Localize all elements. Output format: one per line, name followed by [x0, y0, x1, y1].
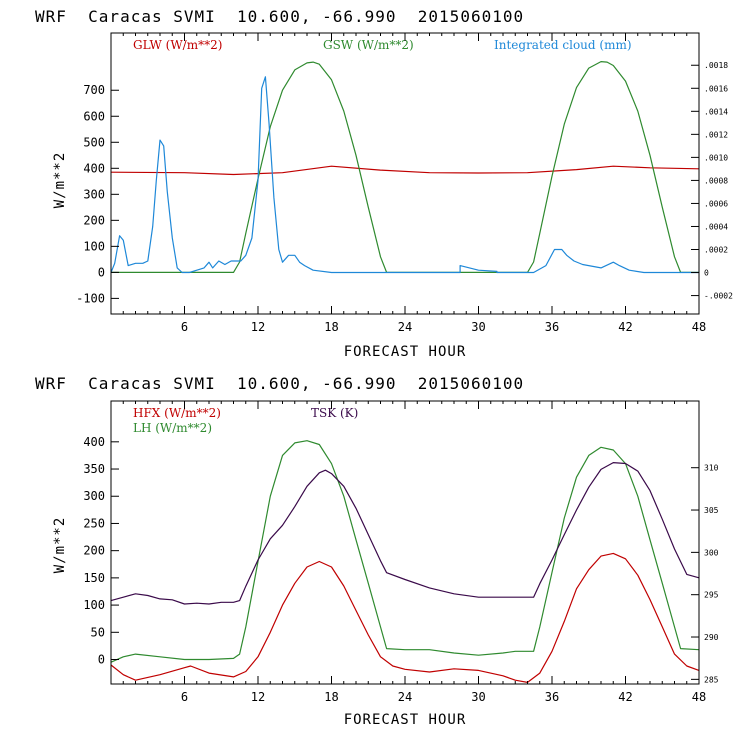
y-tick-label: 600	[83, 109, 105, 123]
series-line-0	[110, 165, 700, 176]
chart-surface-fluxes: WRF Caracas SVMI 10.600, -66.990 2015060…	[35, 374, 719, 728]
y-tick-label: 0	[98, 653, 105, 667]
right-tick-label: .0018	[704, 61, 728, 70]
right-tick-label: 0	[704, 269, 709, 278]
x-tick-label: 42	[618, 690, 632, 704]
series-line-0	[110, 552, 700, 684]
right-tick-label: .0008	[704, 176, 728, 185]
right-tick-label: .0016	[704, 84, 728, 93]
x-tick-label: 36	[545, 320, 559, 334]
y-tick-label: 200	[83, 544, 105, 558]
legend-hfx: HFX (W/m**2)	[133, 406, 221, 420]
chart-title: WRF Caracas SVMI 10.600, -66.990 2015060…	[35, 7, 524, 26]
right-tick-label: .0004	[704, 222, 728, 231]
x-tick-label: 12	[251, 690, 265, 704]
legend-integrated-cloud: Integrated cloud (mm)	[494, 38, 632, 52]
legend-glw: GLW (W/m**2)	[133, 38, 222, 52]
right-tick-label: -.0002	[704, 292, 733, 301]
series-line-2	[110, 462, 700, 605]
x-tick-label: 36	[545, 690, 559, 704]
y-tick-label: 0	[98, 265, 105, 279]
x-tick-label: 18	[324, 690, 338, 704]
x-tick-label: 6	[181, 320, 188, 334]
x-axis-label: FORECAST HOUR	[344, 712, 467, 728]
chart-title: WRF Caracas SVMI 10.600, -66.990 2015060…	[35, 374, 524, 393]
legend-gsw: GSW (W/m**2)	[323, 38, 414, 52]
right-tick-label: 305	[704, 506, 719, 515]
x-tick-label: 24	[398, 690, 412, 704]
y-tick-label: 100	[83, 598, 105, 612]
plot-frame	[110, 400, 700, 685]
right-tick-label: 285	[704, 675, 719, 684]
right-tick-label: 310	[704, 464, 719, 473]
y-tick-label: 50	[91, 625, 105, 639]
y-axis-label: W/m**2	[52, 152, 68, 209]
right-tick-label: 300	[704, 548, 719, 557]
y-tick-label: 400	[83, 161, 105, 175]
y-tick-label: 300	[83, 187, 105, 201]
right-tick-label: .0014	[704, 107, 728, 116]
x-tick-label: 24	[398, 320, 412, 334]
right-tick-label: 295	[704, 591, 719, 600]
x-tick-label: 42	[618, 320, 632, 334]
x-tick-label: 6	[181, 690, 188, 704]
right-tick-label: .0006	[704, 199, 728, 208]
y-tick-label: 200	[83, 213, 105, 227]
y-tick-label: -100	[76, 291, 105, 305]
right-tick-label: .0010	[704, 153, 728, 162]
y-tick-label: 400	[83, 435, 105, 449]
y-tick-label: 150	[83, 571, 105, 585]
series-line-1	[110, 440, 700, 663]
series-line-2	[110, 76, 699, 274]
y-tick-label: 300	[83, 489, 105, 503]
y-tick-label: 250	[83, 516, 105, 530]
y-axis-label: W/m**2	[52, 517, 68, 574]
right-tick-label: 290	[704, 633, 719, 642]
right-tick-label: .0012	[704, 130, 728, 139]
x-tick-label: 48	[692, 690, 706, 704]
y-tick-label: 500	[83, 135, 105, 149]
x-tick-label: 30	[471, 690, 485, 704]
y-tick-label: 100	[83, 239, 105, 253]
legend-lh: LH (W/m**2)	[133, 421, 212, 435]
x-axis-label: FORECAST HOUR	[344, 344, 467, 360]
x-tick-label: 12	[251, 320, 265, 334]
y-tick-label: 350	[83, 462, 105, 476]
x-tick-label: 48	[692, 320, 706, 334]
chart-radiation: WRF Caracas SVMI 10.600, -66.990 2015060…	[35, 7, 733, 360]
legend-tsk: TSK (K)	[311, 406, 358, 420]
right-tick-label: .0002	[704, 246, 728, 255]
x-tick-label: 18	[324, 320, 338, 334]
y-tick-label: 700	[83, 83, 105, 97]
x-tick-label: 30	[471, 320, 485, 334]
